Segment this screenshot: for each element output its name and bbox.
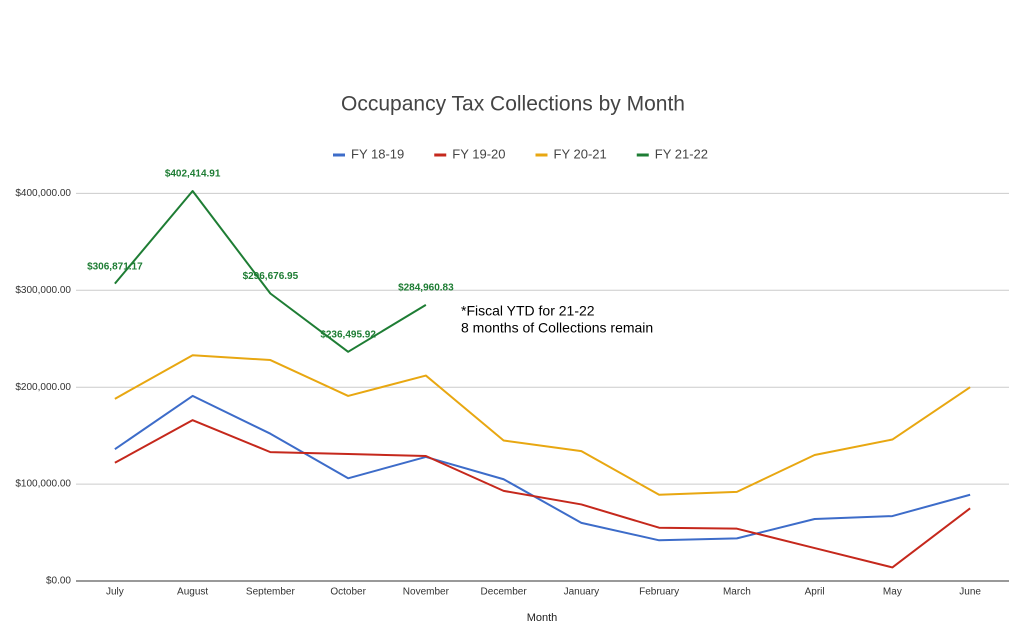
data-label: $296,676.95 — [243, 271, 299, 282]
data-label: $306,871.17 — [87, 261, 143, 272]
data-label: $402,414.91 — [165, 169, 221, 180]
x-tick-label: April — [805, 587, 825, 598]
x-tick-label: October — [330, 587, 366, 598]
x-axis-label: Month — [527, 612, 558, 624]
x-tick-label: July — [106, 587, 124, 598]
chart-title: Occupancy Tax Collections by Month — [341, 93, 685, 116]
y-tick-label: $100,000.00 — [15, 479, 71, 490]
x-tick-label: January — [564, 587, 600, 598]
x-tick-label: August — [177, 587, 208, 598]
series-line — [114, 394, 971, 542]
legend-label: FY 21-22 — [655, 146, 708, 161]
legend-label: FY 19-20 — [452, 146, 505, 161]
x-tick-label: June — [959, 587, 981, 598]
annotation: 8 months of Collections remain — [461, 320, 653, 336]
y-tick-label: $200,000.00 — [15, 382, 71, 393]
x-tick-label: December — [481, 587, 528, 598]
series-line — [114, 354, 971, 496]
x-tick-label: May — [883, 587, 902, 598]
x-tick-label: November — [403, 587, 450, 598]
y-tick-label: $300,000.00 — [15, 285, 71, 296]
series-line — [114, 190, 427, 353]
x-tick-label: March — [723, 587, 751, 598]
x-tick-label: September — [246, 587, 296, 598]
data-label: $284,960.83 — [398, 283, 454, 294]
legend-label: FY 20-21 — [554, 146, 607, 161]
series-line — [114, 419, 971, 569]
x-tick-label: February — [639, 587, 679, 598]
legend-label: FY 18-19 — [351, 146, 404, 161]
data-label: $236,495.92 — [320, 329, 376, 340]
y-tick-label: $400,000.00 — [15, 188, 71, 199]
y-tick-label: $0.00 — [46, 576, 71, 587]
annotation: *Fiscal YTD for 21-22 — [461, 303, 595, 319]
